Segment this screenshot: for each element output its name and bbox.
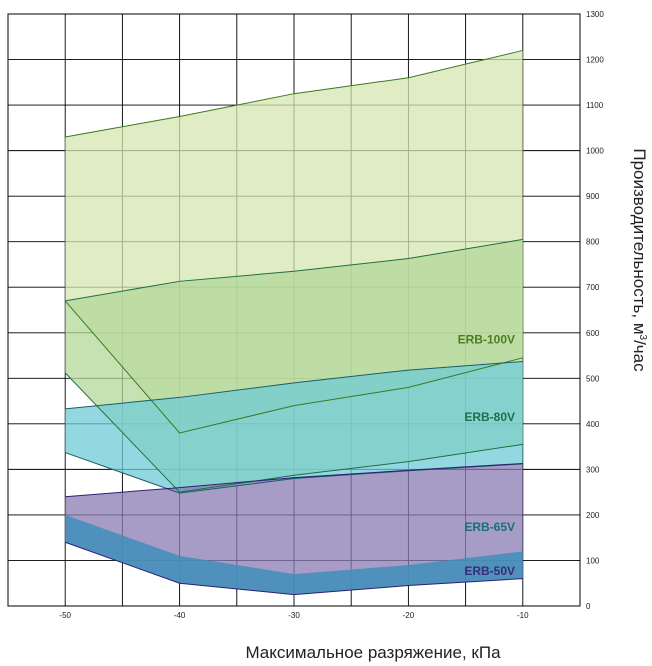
- line-upper-erb-100v: [65, 49, 523, 138]
- y-tick-label: 1000: [586, 147, 604, 156]
- x-tick-label: -40: [174, 611, 186, 620]
- x-tick-label: -50: [59, 611, 71, 620]
- chart-areas: [65, 50, 523, 595]
- x-tick-label: -10: [517, 611, 529, 620]
- x-axis-title: Максимальное разряжение, кПа: [245, 643, 501, 662]
- y-tick-label: 500: [586, 374, 600, 383]
- plot-frame: [7, 13, 581, 607]
- line-upper-erb-65v: [65, 360, 523, 410]
- x-tick-label: -20: [403, 611, 415, 620]
- y-tick-label: 600: [586, 329, 600, 338]
- y-axis-title-sup: 3: [637, 335, 648, 341]
- chart-lines: [64, 49, 523, 596]
- y-tick-label: 100: [586, 556, 600, 565]
- y-tick-label: 1300: [586, 10, 604, 19]
- line-lower-erb-50v: [65, 541, 523, 596]
- series-label-erb-65v: ERB-65V: [464, 520, 515, 534]
- y-tick-label: 700: [586, 283, 600, 292]
- y-axis-title: Производительность, м3/час: [630, 148, 649, 372]
- line-upper-erb-50v: [65, 462, 523, 498]
- y-tick-label: 1100: [586, 101, 604, 110]
- x-tick-labels: -50 -40 -30 -20 -10: [59, 611, 529, 620]
- series-labels: ERB-100V ERB-80V ERB-65V ERB-50V: [458, 333, 515, 578]
- series-label-erb-100v: ERB-100V: [458, 333, 515, 347]
- y-tick-label: 1200: [586, 56, 604, 65]
- y-tick-label: 0: [586, 602, 591, 611]
- y-tick-labels: 0 100 200 300 400 500 600 700 800 900 1000 1100 1200…: [586, 10, 604, 611]
- y-axis-title-tail: /час: [630, 340, 649, 372]
- y-tick-label: 900: [586, 192, 600, 201]
- y-tick-label: 300: [586, 465, 600, 474]
- y-tick-label: 200: [586, 511, 600, 520]
- y-tick-label: 800: [586, 238, 600, 247]
- line-lower-erb-100v: [64, 300, 523, 434]
- line-lower-erb-80v: [64, 372, 523, 493]
- x-tick-label: -30: [288, 611, 300, 620]
- line-upper-erb-80v: [65, 238, 523, 302]
- y-axis-title-main: Производительность, м: [630, 148, 649, 334]
- series-label-erb-80v: ERB-80V: [464, 410, 515, 424]
- area-erb-65v: [65, 361, 523, 494]
- y-tick-label: 400: [586, 420, 600, 429]
- area-erb-65v-inner: [65, 514, 523, 595]
- series-label-erb-50v: ERB-50V: [464, 564, 515, 578]
